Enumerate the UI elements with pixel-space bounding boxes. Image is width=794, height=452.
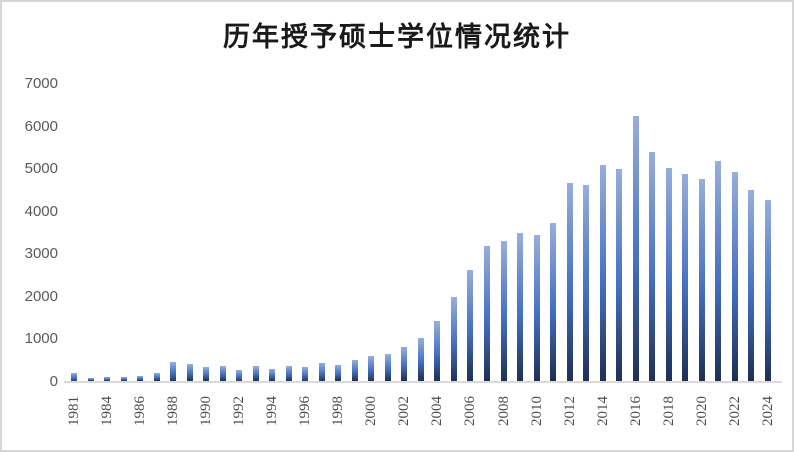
y-tick-label: 7000 [24,75,58,92]
x-tick-label: 2016 [627,396,644,426]
bar-1989 [186,363,193,382]
x-tick-label: 2000 [363,396,380,426]
y-tick-label: 0 [49,372,58,390]
bar-1997 [318,363,325,382]
bar-2023 [748,189,755,382]
x-tick-label: 2014 [594,396,611,426]
bar-2022 [731,171,738,382]
x-tick-label: 2004 [429,396,446,426]
x-tick-label: 2018 [660,396,677,426]
bar-2019 [682,173,689,382]
x-axis-line [64,380,782,383]
bar-1995 [285,366,292,382]
bar-2000 [368,356,375,382]
x-tick-label: 2022 [726,396,743,426]
bar-2003 [417,338,424,382]
bar-1986 [137,375,144,382]
x-tick-label: 2006 [462,396,479,426]
x-tick-label: 1990 [198,396,215,426]
x-tick-label: 1994 [264,396,281,426]
bar-1998 [335,364,342,382]
y-tick-label: 1000 [24,330,58,347]
x-tick-label: 2012 [561,396,578,426]
bar-2010 [533,234,540,382]
y-tick-label: 6000 [24,117,58,135]
bar-2014 [599,164,606,382]
bar-2001 [384,353,391,382]
bar-2005 [450,296,457,382]
x-tick-label: 2024 [759,396,776,426]
y-tick-label: 4000 [24,202,58,220]
y-tick-label: 5000 [24,160,58,177]
y-tick-label: 3000 [24,245,58,262]
bar-1983 [87,378,94,382]
bar-1992 [236,369,243,382]
bar-2021 [715,160,722,382]
bar-2002 [401,347,408,382]
bar-2020 [698,179,705,382]
bar-1990 [203,367,210,382]
x-tick-label: 1996 [297,396,314,426]
x-tick-label: 2002 [396,396,413,426]
chart-title: 历年授予硕士学位情况统计 [223,22,571,52]
bar-2007 [484,245,490,382]
bar-2024 [764,200,771,382]
x-tick-label: 1984 [99,396,116,426]
bar-1985 [120,376,127,382]
bar-2009 [517,232,524,382]
bar-2017 [649,152,656,382]
bar-1987 [153,373,160,382]
bar-2012 [566,183,573,382]
bar-1993 [252,366,259,382]
bar-2016 [632,115,639,382]
bar-2011 [550,222,557,382]
bar-1984 [104,376,111,382]
x-tick-label: 1981 [66,396,82,426]
bar-2008 [500,241,507,382]
bar-1996 [302,366,309,382]
bar-2013 [583,184,590,382]
bar-2015 [616,169,623,382]
x-tick-label: 2020 [693,396,710,426]
bar-2006 [467,270,474,382]
bar-1991 [219,366,226,382]
x-tick-label: 1998 [330,396,347,426]
bar-1994 [269,369,276,382]
x-tick-label: 1986 [132,396,149,426]
x-tick-label: 1988 [165,396,182,426]
x-tick-label: 1992 [231,396,248,426]
bar-2018 [665,167,672,382]
bar-1988 [170,362,177,382]
x-tick-label: 2008 [495,396,512,426]
x-tick-label: 2010 [528,396,545,426]
bar-2004 [434,321,441,382]
bar-1999 [351,360,358,382]
y-tick-label: 2000 [24,287,58,305]
bar-1981 [71,373,77,382]
